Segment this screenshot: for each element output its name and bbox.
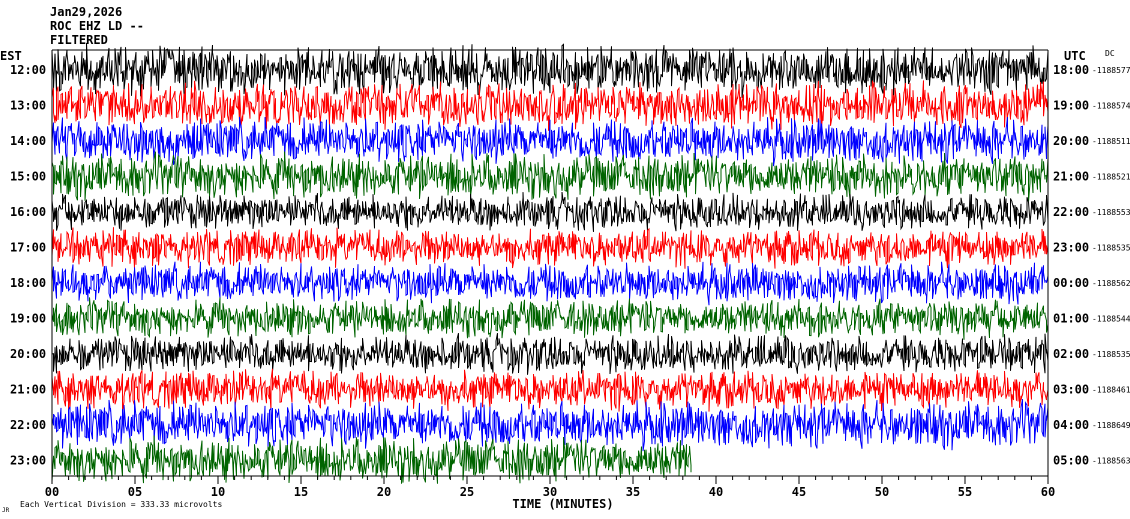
- utc-hour-labels: 18:00 19:00 20:00 21:00 22:00 23:00 00:00 01:00…: [1053, 63, 1089, 468]
- dc-offset-label: -1188461: [1092, 386, 1130, 395]
- trace-line: [51, 332, 1049, 375]
- corner-mark: JR: [2, 507, 10, 514]
- x-axis-title: TIME (MINUTES): [512, 497, 613, 511]
- x-tick-label: 60: [1041, 485, 1055, 499]
- x-tick-label: 10: [211, 485, 225, 499]
- utc-hour-label: 19:00: [1053, 99, 1089, 113]
- utc-hour-label: 18:00: [1053, 63, 1089, 77]
- scale-note: Each Vertical Division = 333.33 microvol…: [20, 500, 222, 509]
- x-tick-label: 15: [294, 485, 308, 499]
- dc-offset-label: -1188649: [1092, 421, 1130, 430]
- header-date: Jan29,2026: [50, 5, 122, 19]
- dc-offset-label: -1188535: [1092, 244, 1130, 253]
- utc-hour-label: 04:00: [1053, 418, 1089, 432]
- est-hour-label: 15:00: [10, 170, 46, 184]
- utc-hour-label: 20:00: [1053, 134, 1089, 148]
- est-hour-label: 17:00: [10, 241, 46, 255]
- trace-line: [51, 227, 1049, 269]
- dc-offset-label: -1188563: [1092, 457, 1130, 466]
- dc-header-label: DC: [1105, 49, 1115, 58]
- trace-line: [51, 191, 1049, 232]
- est-hour-label: 12:00: [10, 63, 46, 77]
- x-tick-label: 50: [875, 485, 889, 499]
- x-tick-label: 40: [709, 485, 723, 499]
- dc-offset-label: -1188544: [1092, 315, 1130, 324]
- dc-offset-labels: -1188577 -1188574 -1188511 -1188521 -1188553…: [1092, 66, 1130, 466]
- x-tick-label: 55: [958, 485, 972, 499]
- trace-line: [51, 151, 1049, 202]
- est-hour-label: 18:00: [10, 276, 46, 290]
- x-tick-label: 45: [792, 485, 806, 499]
- est-hour-label: 21:00: [10, 383, 46, 397]
- trace-line: [51, 368, 1049, 412]
- header-filter: FILTERED: [50, 33, 108, 47]
- utc-hour-label: 22:00: [1053, 205, 1089, 219]
- dc-offset-label: -1188521: [1092, 173, 1130, 182]
- trace-line: [51, 435, 692, 484]
- est-hour-label: 19:00: [10, 312, 46, 326]
- time-tick-labels: 00 05 10 15 20 25 30 35 40 45 50 55 60: [45, 485, 1055, 499]
- dc-offset-label: -1188574: [1092, 102, 1130, 111]
- utc-hour-label: 00:00: [1053, 276, 1089, 290]
- est-hour-label: 22:00: [10, 418, 46, 432]
- trace-line: [51, 399, 1049, 452]
- trace-line: [51, 297, 1049, 340]
- utc-hour-label: 03:00: [1053, 383, 1089, 397]
- est-hour-label: 14:00: [10, 134, 46, 148]
- header-station: ROC EHZ LD --: [50, 19, 144, 33]
- x-tick-label: 30: [543, 485, 557, 499]
- est-hour-label: 16:00: [10, 205, 46, 219]
- x-tick-label: 20: [377, 485, 391, 499]
- dc-offset-label: -1188577: [1092, 66, 1130, 75]
- seismic-traces: [51, 42, 1049, 484]
- x-tick-label: 25: [460, 485, 474, 499]
- dc-offset-label: -1188553: [1092, 208, 1130, 217]
- trace-line: [51, 261, 1049, 306]
- time-axis-ticks: [51, 476, 1049, 484]
- est-hour-label: 23:00: [10, 454, 46, 468]
- utc-hour-label: 01:00: [1053, 312, 1089, 326]
- trace-line: [51, 42, 1049, 98]
- trace-line: [51, 116, 1049, 167]
- dc-offset-label: -1188535: [1092, 350, 1130, 359]
- trace-line: [51, 80, 1049, 131]
- dc-offset-label: -1188511: [1092, 137, 1130, 146]
- x-tick-label: 05: [128, 485, 142, 499]
- utc-hour-label: 02:00: [1053, 347, 1089, 361]
- x-tick-label: 35: [626, 485, 640, 499]
- utc-hour-label: 23:00: [1053, 241, 1089, 255]
- left-timezone-label: EST: [0, 49, 22, 63]
- utc-hour-label: 05:00: [1053, 454, 1089, 468]
- utc-hour-label: 21:00: [1053, 170, 1089, 184]
- est-hour-labels: 12:00 13:00 14:00 15:00 16:00 17:00 18:00 19:00…: [10, 63, 46, 468]
- right-timezone-label: UTC: [1064, 49, 1086, 63]
- est-hour-label: 13:00: [10, 99, 46, 113]
- dc-offset-label: -1188562: [1092, 279, 1130, 288]
- x-tick-label: 00: [45, 485, 59, 499]
- est-hour-label: 20:00: [10, 347, 46, 361]
